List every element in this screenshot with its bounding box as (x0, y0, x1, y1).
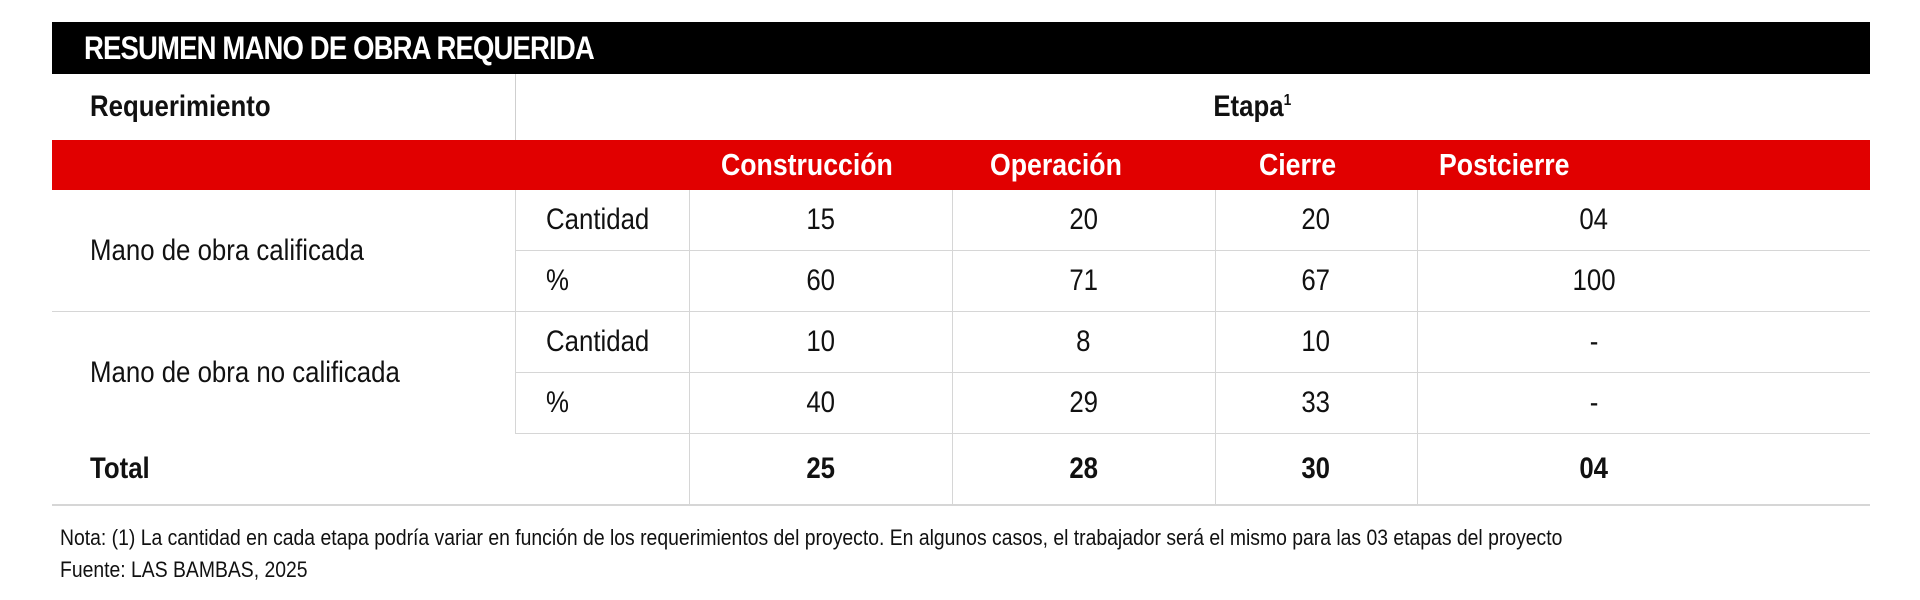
cell-value: 40 (689, 372, 953, 434)
stage-operacion: Operación (952, 140, 1215, 190)
footnotes: Nota: (1) La cantidad en cada etapa podr… (52, 522, 1870, 586)
cell-value: 20 (1215, 190, 1418, 251)
total-value: 04 (1416, 433, 1871, 506)
total-label: Total (52, 433, 689, 506)
total-row: Total 25 28 30 04 (52, 433, 1871, 506)
sub-label-cantidad: Cantidad (515, 311, 690, 373)
cell-value: 04 (1417, 190, 1871, 251)
cell-value: 67 (1215, 250, 1418, 312)
row-label-no-calificada: Mano de obra no calificada (52, 311, 516, 434)
sub-label-pct: % (515, 250, 690, 312)
sub-label-pct: % (515, 372, 690, 434)
labor-table: Requerimiento Etapa1 Construcción Operac… (52, 74, 1871, 506)
cell-value: 71 (952, 250, 1216, 312)
total-value: 28 (951, 433, 1215, 506)
header-blank (52, 140, 689, 190)
cell-value: - (1417, 372, 1871, 434)
header-etapa: Etapa1 (514, 74, 1871, 140)
table-row: Mano de obra no calificada Cantidad 10 8… (52, 311, 1871, 434)
cell-value: 15 (689, 190, 953, 251)
stage-construccion: Construcción (689, 140, 952, 190)
table-title: RESUMEN MANO DE OBRA REQUERIDA (52, 22, 1870, 74)
header-row-stages: Construcción Operación Cierre Postcierre (52, 140, 1871, 190)
cell-value: 20 (952, 190, 1216, 251)
total-value: 25 (688, 433, 952, 506)
cell-value: 100 (1417, 250, 1871, 312)
table-row: % 60 71 67 100 (52, 250, 1871, 312)
cell-value: 33 (1215, 372, 1418, 434)
stage-cierre: Cierre (1215, 140, 1417, 190)
stage-postcierre: Postcierre (1417, 140, 1871, 190)
header-row-top: Requerimiento Etapa1 (52, 74, 1871, 140)
cell-value: 8 (952, 311, 1216, 373)
source-text: Fuente: LAS BAMBAS, 2025 (60, 557, 308, 582)
total-value: 30 (1214, 433, 1417, 506)
header-requerimiento: Requerimiento (90, 90, 271, 123)
cell-value: 10 (689, 311, 953, 373)
note-text: Nota: (1) La cantidad en cada etapa podr… (60, 525, 1563, 550)
cell-value: - (1417, 311, 1871, 373)
row-label-calificada: Mano de obra calificada (52, 190, 516, 312)
table-row: Mano de obra calificada Cantidad 15 20 2… (52, 190, 1871, 312)
document: RESUMEN MANO DE OBRA REQUERIDA Requerimi… (52, 22, 1871, 586)
cell-value: 60 (689, 250, 953, 312)
sub-label-cantidad: Cantidad (515, 190, 690, 251)
cell-value: 10 (1215, 311, 1418, 373)
table-row: % 40 29 33 - (52, 372, 1871, 434)
cell-value: 29 (952, 372, 1216, 434)
